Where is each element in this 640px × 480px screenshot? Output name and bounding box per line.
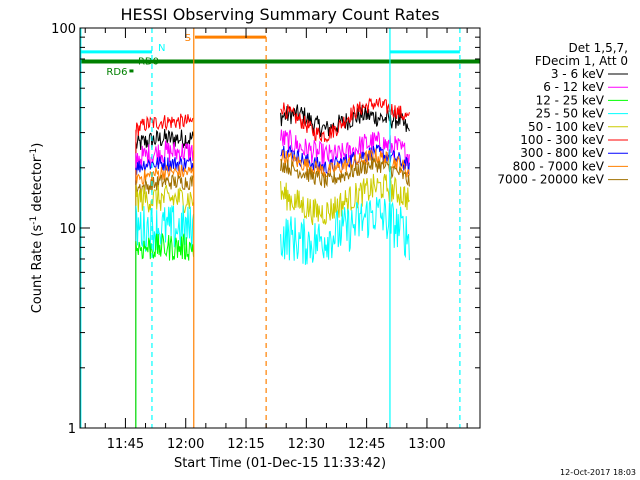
series-6-12-keV-interval-1 — [280, 129, 410, 167]
legend-label-7000-20000-keV: 7000 - 20000 keV — [497, 173, 604, 187]
series-800-7000-keV-interval-0 — [135, 164, 194, 428]
y-tick-label: 1 — [68, 422, 76, 437]
legend-label-3-6-keV: 3 - 6 keV — [551, 67, 605, 81]
x-tick-label: 13:00 — [408, 437, 445, 452]
y-axis-label-mid: detector — [30, 156, 45, 216]
legend-label-6-12-keV: 6 - 12 keV — [543, 80, 605, 94]
series-25-50-keV-interval-0 — [135, 205, 194, 428]
vlines-layer — [80, 28, 461, 428]
series-800-7000-keV-interval-1 — [280, 148, 410, 179]
legend-label-800-7000-keV: 800 - 7000 keV — [513, 159, 605, 173]
y-axis-label-end: ) — [30, 143, 45, 148]
y-tick-label: 100 — [51, 22, 76, 37]
y-axis-label-sup2: -1 — [29, 148, 39, 157]
y-axis-label-sup1: -1 — [29, 216, 39, 225]
footer-timestamp: 12-Oct-2017 18:03 — [560, 468, 636, 477]
series-layer — [135, 97, 410, 428]
x-tick-label: 12:15 — [227, 437, 264, 452]
legend-label-50-100-keV: 50 - 100 keV — [528, 120, 605, 134]
series-100-300-keV-interval-1 — [280, 97, 410, 144]
x-tick-label: 12:45 — [348, 437, 385, 452]
legend-label-300-800-keV: 300 - 800 keV — [520, 146, 604, 160]
x-tick-label: 12:00 — [167, 437, 204, 452]
flag-label-s: S — [185, 33, 191, 44]
series-7000-20000-keV-interval-1 — [280, 156, 410, 188]
flag-label-n: N — [158, 43, 165, 54]
legend-label-100-300-keV: 100 - 300 keV — [520, 133, 604, 147]
flag-label-rd6: RD6 — [106, 67, 127, 78]
flag-label-rd0: RD0 — [138, 56, 159, 67]
legend-header-2: FDecim 1, Att 0 — [535, 54, 628, 68]
series-50-100-keV-interval-1 — [280, 173, 410, 226]
x-axis-label: Start Time (01-Dec-15 11:33:42) — [174, 456, 386, 471]
series-3-6-keV-interval-0 — [135, 129, 194, 428]
x-tick-label: 11:45 — [107, 437, 144, 452]
series-12-25-keV-interval-0 — [135, 233, 194, 428]
series-25-50-keV-interval-1 — [280, 197, 410, 265]
legend-label-25-50-keV: 25 - 50 keV — [536, 107, 605, 121]
flags-layer: N S RD0 RD6 — [80, 33, 480, 78]
y-axis-label-main: Count Rate (s — [30, 225, 45, 314]
chart-title: HESSI Observing Summary Count Rates — [120, 5, 439, 24]
axes-layer: 1 10 100 11:45 12:00 12:15 12:30 12:45 13:00 — [51, 22, 480, 452]
x-tick-label: 12:30 — [288, 437, 325, 452]
y-axis-label: Count Rate (s-1 detector-1) — [29, 143, 45, 314]
y-tick-label: 10 — [59, 222, 76, 237]
series-100-300-keV-interval-0 — [135, 113, 194, 428]
series-6-12-keV-interval-0 — [135, 140, 194, 428]
legend-label-12-25-keV: 12 - 25 keV — [536, 93, 605, 107]
legend-header-1: Det 1,5,7, — [569, 41, 629, 55]
